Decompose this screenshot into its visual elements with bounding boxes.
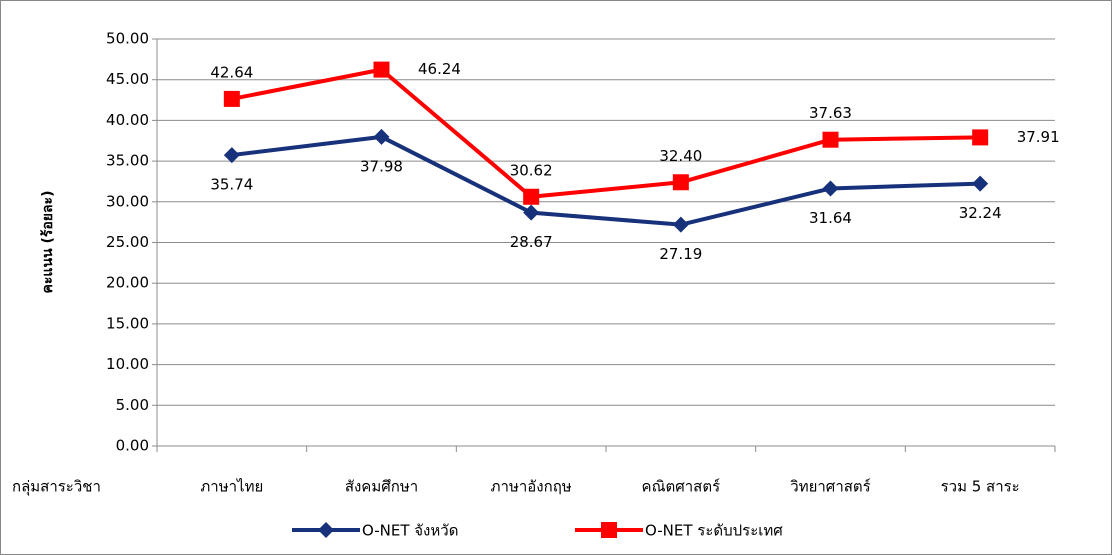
data-point [523,188,540,205]
data-label: 37.91 [1017,128,1060,146]
y-tick-label: 20.00 [106,274,149,292]
x-tick-label: ภาษาไทย [200,478,263,496]
series-line [231,134,981,227]
data-point [672,216,689,233]
data-point [223,90,240,107]
data-label: 42.64 [210,63,253,81]
data-label: 31.64 [809,209,852,227]
y-tick-label: 40.00 [106,111,149,129]
y-tick-label: 50.00 [106,30,149,48]
legend-label: O-NET ระดับประเทศ [645,522,783,540]
y-tick-label: 10.00 [106,355,149,373]
y-tick-label: 0.00 [116,437,149,455]
data-label: 37.98 [360,157,403,175]
y-tick-label: 5.00 [116,396,149,414]
data-label: 32.24 [959,204,1002,222]
x-tick-label: ภาษาอังกฤษ [491,478,572,496]
x-axis-label: กลุ่มสาระวิชา [12,478,101,497]
x-tick-label: วิทยาศาสตร์ [790,478,871,496]
data-point [672,174,689,191]
data-point [822,180,839,197]
x-tick-label: คณิตศาสตร์ [642,478,721,496]
data-point [972,129,989,146]
series-line [231,67,981,199]
data-label: 35.74 [210,176,253,194]
x-tick-label: รวม 5 สาระ [941,478,1020,496]
data-point [373,61,390,78]
x-tick-label: สังคมศึกษา [345,478,418,496]
legend-label: O-NET จังหวัด [362,522,458,540]
data-point [223,147,240,164]
data-point [972,175,989,192]
y-tick-label: 35.00 [106,152,149,170]
data-label: 37.63 [809,104,852,122]
y-tick-label: 25.00 [106,233,149,251]
y-tick-label: 45.00 [106,70,149,88]
data-point [523,204,540,221]
y-tick-label: 30.00 [106,192,149,210]
y-tick-label: 15.00 [106,314,149,332]
data-label: 28.67 [510,233,553,251]
data-label: 30.62 [510,161,553,179]
y-axis-label: คะแนน (ร้อยละ) [40,191,56,294]
data-label: 27.19 [659,245,702,263]
legend-marker [318,522,334,538]
legend-marker [601,522,617,538]
data-label: 32.40 [659,147,702,165]
data-point [373,128,390,145]
data-point [822,131,839,148]
data-label: 46.24 [418,60,461,78]
